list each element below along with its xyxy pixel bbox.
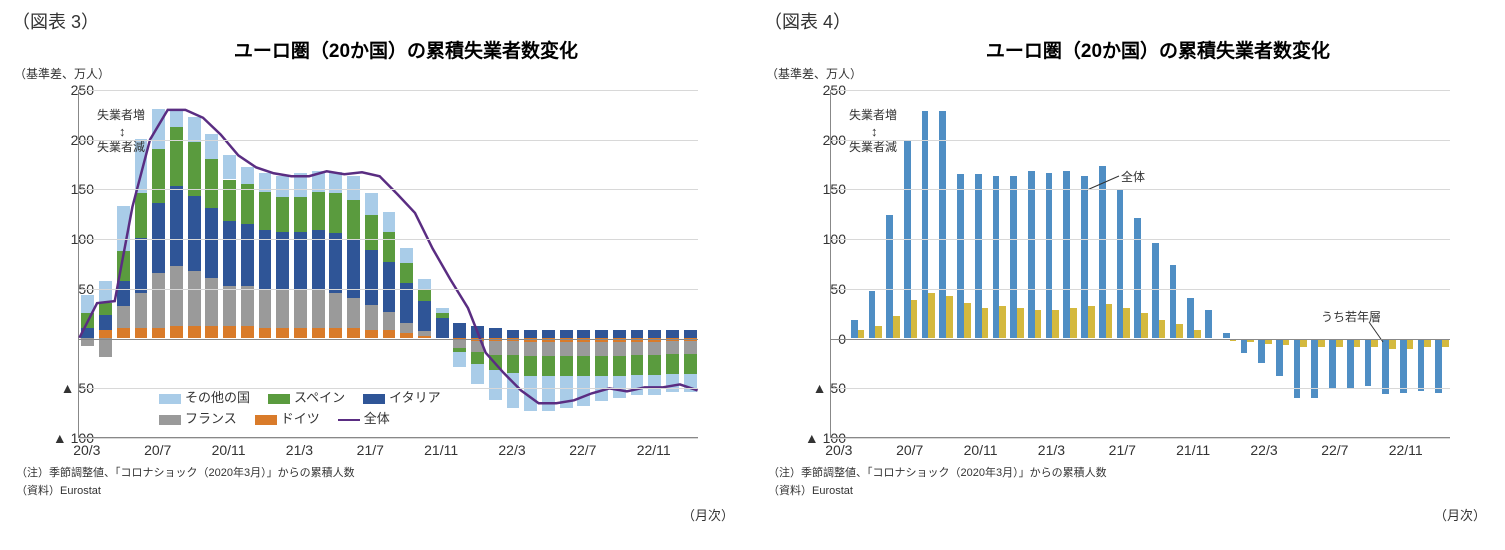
chart-4-footnote-2: （資料）Eurostat	[768, 482, 1492, 498]
chart-3-footnote-1: （注）季節調整値、「コロナショック（2020年3月）」からの累積人数	[16, 464, 740, 480]
chart-3-xunit: （月次）	[682, 505, 734, 524]
annot-leader-lines	[831, 90, 1450, 437]
chart-4-yunit: （基準差、万人）	[766, 65, 1492, 82]
xtick-label: 22/7	[1321, 442, 1348, 458]
chart-4-footnote-1: （注）季節調整値、「コロナショック（2020年3月）」からの累積人数	[768, 464, 1492, 480]
xtick-label: 21/11	[424, 442, 458, 458]
chart-3-yunit: （基準差、万人）	[14, 65, 740, 82]
xtick-label: 22/11	[1389, 442, 1423, 458]
figure-3-label: （図表 3）	[12, 8, 740, 34]
annot-increase-3: 失業者増	[97, 106, 145, 123]
xtick-label: 22/3	[498, 442, 525, 458]
chart-4-panel: （図表 4） ユーロ圏（20か国）の累積失業者数変化 （基準差、万人） ▲ 10…	[752, 0, 1504, 550]
chart-4-title: ユーロ圏（20か国）の累積失業者数変化	[824, 36, 1492, 63]
legend-item-total_line: 全体	[338, 408, 390, 427]
xtick-label: 20/7	[896, 442, 923, 458]
xtick-label: 21/7	[357, 442, 384, 458]
xtick-label: 20/7	[144, 442, 171, 458]
xtick-label: 21/3	[1038, 442, 1065, 458]
chart-4-area: ▲ 100▲ 50050100150200250 失業者増 ↕ 失業者減 全体 …	[774, 82, 1474, 462]
xtick-label: 22/7	[569, 442, 596, 458]
legend-item-spain: スペイン	[268, 387, 345, 406]
chart-4-plot: 失業者増 ↕ 失業者減 全体 うち若年層	[830, 90, 1450, 438]
xtick-label: 21/7	[1109, 442, 1136, 458]
figure-4-label: （図表 4）	[764, 8, 1492, 34]
legend-item-germany: ドイツ	[255, 408, 320, 427]
chart-3-panel: （図表 3） ユーロ圏（20か国）の累積失業者数変化 （基準差、万人） ▲ 10…	[0, 0, 752, 550]
xtick-label: 22/3	[1250, 442, 1277, 458]
chart-4-xunit: （月次）	[1434, 505, 1486, 524]
chart-3-title: ユーロ圏（20か国）の累積失業者数変化	[72, 36, 740, 63]
chart-3-area: ▲ 100▲ 50050100150200250 失業者増 ↕ 失業者減 その他…	[22, 82, 722, 462]
legend-item-france: フランス	[159, 408, 237, 427]
chart-3-footnote-2: （資料）Eurostat	[16, 482, 740, 498]
xtick-label: 20/11	[212, 442, 246, 458]
arrow-icon: ↕	[119, 124, 126, 139]
legend-item-other: その他の国	[159, 387, 250, 406]
xtick-label: 20/11	[964, 442, 998, 458]
xtick-label: 21/3	[286, 442, 313, 458]
legend-item-italy: イタリア	[363, 387, 440, 406]
xtick-label: 20/3	[825, 442, 852, 458]
chart-3-plot: 失業者増 ↕ 失業者減 その他の国スペインイタリアフランスドイツ全体	[78, 90, 698, 438]
xtick-label: 21/11	[1176, 442, 1210, 458]
chart-3-legend: その他の国スペインイタリアフランスドイツ全体	[159, 387, 441, 429]
xtick-label: 20/3	[73, 442, 100, 458]
xtick-label: 22/11	[637, 442, 671, 458]
